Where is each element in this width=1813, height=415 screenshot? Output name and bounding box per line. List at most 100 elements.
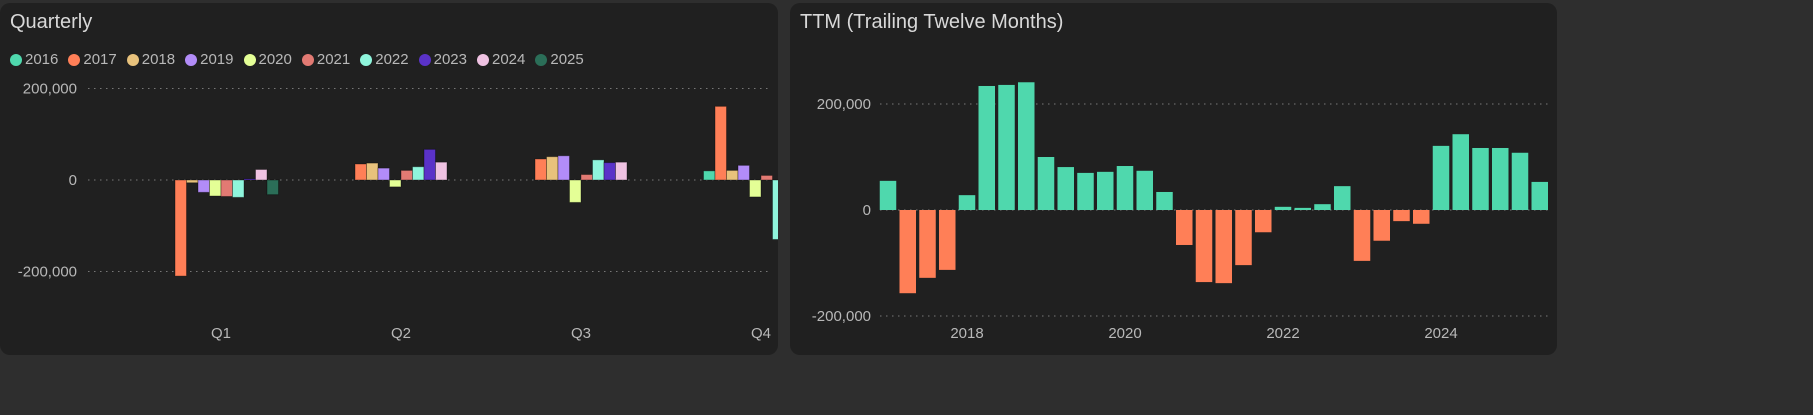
legend-item[interactable]: 2022 (360, 51, 409, 68)
bar-2017-Q2 (354, 163, 367, 181)
ttm-bar (1176, 210, 1193, 245)
legend: 2016 2017 2018 2019 2020 2021 2022 2023 2024 2025 (10, 51, 584, 68)
ttm-bar (958, 195, 976, 210)
bar-2022-Q4 (772, 179, 778, 240)
bar-2022-Q2 (412, 166, 425, 181)
ttm-bar (899, 210, 916, 294)
ttm-bar (879, 180, 897, 210)
ttm-bar (1452, 134, 1469, 210)
x-tick-label: Q2 (391, 325, 411, 342)
ttm-bar (1077, 172, 1094, 210)
legend-marker (360, 53, 373, 66)
ttm-bar (1057, 167, 1074, 210)
legend-item[interactable]: 2023 (418, 51, 467, 68)
bar-2019-Q1 (197, 179, 210, 193)
legend-item[interactable]: 2024 (477, 51, 525, 68)
legend-item[interactable]: 2018 (126, 51, 175, 68)
y-tick-label: -200,000 (18, 264, 77, 281)
legend-label: 2017 (83, 51, 117, 68)
ttm-bar (1255, 210, 1272, 233)
ttm-bar (1314, 204, 1331, 210)
y-tick-label: 0 (863, 202, 871, 219)
ttm-bar (978, 85, 995, 210)
ttm-bar (939, 210, 956, 270)
legend-marker (301, 53, 314, 66)
ttm-bar (1472, 147, 1489, 210)
legend-item[interactable]: 2025 (535, 51, 584, 68)
legend-label: 2020 (258, 51, 292, 68)
ttm-bar (1413, 210, 1430, 224)
bar-2022-Q3 (592, 159, 605, 181)
bar-2018-Q4 (726, 169, 739, 181)
bar-2021-Q1 (220, 179, 233, 197)
y-tick-label: -200,000 (812, 308, 871, 325)
legend-item[interactable]: 2019 (185, 51, 234, 68)
ttm-bar (1195, 210, 1213, 283)
y-tick-label: 200,000 (817, 96, 871, 113)
bar-2018-Q3 (546, 156, 559, 181)
ttm-bar (1432, 145, 1450, 210)
bar-2016-Q4 (703, 170, 716, 181)
bar-2020-Q1 (209, 179, 222, 197)
bar-2017-Q4 (714, 105, 727, 181)
legend-label: 2023 (433, 51, 467, 68)
ttm-bar (1018, 82, 1035, 210)
bar-2019-Q4 (737, 164, 750, 181)
y-tick-label: 0 (69, 172, 77, 189)
legend-item[interactable]: 2020 (243, 51, 292, 68)
bar-2025-Q1 (266, 179, 279, 196)
ttm-bar (1373, 210, 1390, 241)
quarterly-chart-panel: Quarterly 2016 2017 2018 2019 2020 2021 2022 20… (0, 3, 778, 355)
ttm-chart-panel: TTM (Trailing Twelve Months) 200,000 0 -20… (790, 3, 1557, 355)
bar-2021-Q4 (760, 174, 773, 181)
bar-2018-Q1 (186, 179, 199, 184)
ttm-bar (1393, 210, 1410, 222)
ttm-bar (1353, 210, 1371, 261)
legend-label: 2024 (492, 51, 526, 68)
ttm-bar (1215, 210, 1232, 284)
x-tick-label: 2024 (1424, 325, 1457, 342)
ttm-bar (1531, 181, 1548, 210)
ttm-bar (919, 210, 936, 278)
ttm-bar (1492, 147, 1509, 210)
ttm-bar (1037, 157, 1055, 210)
quarterly-chart: 200,000 0 -200,000 Q1 Q2 Q3 Q4 (18, 81, 778, 342)
x-tick-label: Q3 (571, 325, 591, 342)
bar-2024-Q3 (615, 161, 628, 181)
bar-2021-Q2 (400, 169, 413, 181)
ttm-bar (1097, 171, 1114, 210)
legend-label: 2016 (25, 51, 59, 68)
ttm-bar (998, 84, 1015, 210)
legend-marker (126, 53, 139, 66)
bar-2020-Q4 (749, 179, 762, 198)
x-tick-label: 2018 (950, 325, 983, 342)
bar-2020-Q2 (389, 179, 402, 188)
x-tick-label: Q1 (211, 325, 231, 342)
bar-2023-Q1 (243, 178, 256, 181)
ttm-bar (1511, 152, 1529, 210)
x-tick-label: 2022 (1266, 325, 1299, 342)
bar-2021-Q3 (580, 174, 593, 181)
legend-marker (243, 53, 256, 66)
bar-2023-Q2 (423, 148, 436, 181)
x-tick-label: Q4 (751, 325, 771, 342)
bar-2019-Q3 (557, 155, 570, 181)
ttm-bar (1116, 166, 1134, 210)
ttm-bar (1235, 210, 1252, 266)
bar-2024-Q1 (255, 168, 268, 181)
legend-item[interactable]: 2021 (301, 51, 351, 68)
bar-2019-Q2 (377, 167, 390, 181)
bar-2018-Q2 (366, 162, 379, 181)
legend-marker (185, 53, 198, 66)
legend-item[interactable]: 2017 (68, 51, 117, 68)
bar-2023-Q3 (603, 162, 616, 181)
legend-marker (68, 53, 81, 66)
y-tick-label: 200,000 (23, 81, 77, 98)
ttm-bar (1334, 186, 1351, 210)
bar-2017-Q3 (534, 158, 547, 181)
bar-2020-Q3 (569, 179, 582, 203)
ttm-bar (1294, 207, 1311, 210)
legend-item[interactable]: 2016 (10, 51, 58, 68)
legend-label: 2021 (316, 51, 351, 68)
legend-marker (10, 53, 22, 66)
